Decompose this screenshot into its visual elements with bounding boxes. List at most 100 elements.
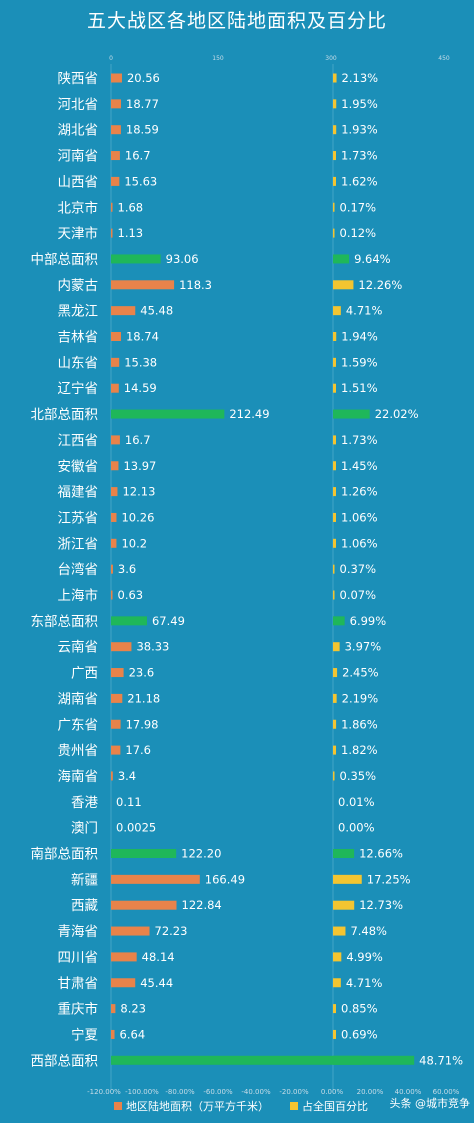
category-label: 甘肃省 <box>58 976 99 992</box>
pct-bar <box>333 926 346 936</box>
area-bar <box>111 73 122 83</box>
chart-row: 上海市 0.63 0.07% <box>58 587 377 604</box>
top-axis-tick: 300 <box>325 55 337 62</box>
pct-bar <box>333 1004 336 1014</box>
pct-value-label: 0.12% <box>340 226 377 240</box>
area-bar <box>111 512 117 522</box>
pct-value-label: 1.59% <box>341 355 378 369</box>
pct-bar <box>333 538 336 548</box>
top-axis-tick: 150 <box>212 55 224 62</box>
chart-row: 新疆 166.49 17.25% <box>71 872 411 888</box>
legend-swatch-pct <box>290 1102 298 1110</box>
category-label: 云南省 <box>58 640 99 656</box>
chart-row: 江苏省 10.26 1.06% <box>58 510 378 526</box>
chart-row: 甘肃省 45.44 4.71% <box>58 976 383 992</box>
area-bar <box>111 357 120 367</box>
area-bar <box>111 176 120 186</box>
pct-bar <box>333 745 337 755</box>
category-label: 内蒙古 <box>58 278 99 294</box>
chart-row: 中部总面积 93.06 9.64% <box>31 252 391 268</box>
area-value-label: 1.13 <box>118 226 144 240</box>
area-value-label: 0.11 <box>116 795 142 809</box>
area-value-label: 38.33 <box>136 640 169 654</box>
pct-bar <box>333 849 355 858</box>
pct-bar <box>333 616 345 626</box>
category-label: 北京市 <box>58 199 99 216</box>
category-label: 黑龙江 <box>58 304 99 320</box>
area-value-label: 12.13 <box>122 485 155 499</box>
area-bar <box>111 1055 362 1065</box>
pct-value-label: 6.99% <box>350 614 387 628</box>
legend: 地区陆地面积（万平方千米） 占全国百分比 <box>114 1099 368 1113</box>
area-value-label: 212.49 <box>229 407 269 421</box>
area-value-label: 21.18 <box>127 691 160 705</box>
category-label: 西藏 <box>71 898 98 914</box>
chart-row: 安徽省 13.97 1.45% <box>58 459 378 475</box>
pct-value-label: 2.13% <box>342 71 379 85</box>
category-label: 广东省 <box>58 717 99 733</box>
category-label: 上海市 <box>58 587 99 604</box>
area-value-label: 18.74 <box>126 330 159 344</box>
pct-bar <box>333 409 370 419</box>
pct-value-label: 1.95% <box>341 97 378 111</box>
category-label: 山东省 <box>58 355 99 371</box>
area-bar <box>111 202 113 212</box>
chart-row: 浙江省 10.2 1.06% <box>58 536 378 552</box>
area-bar <box>111 538 117 548</box>
pct-value-label: 1.26% <box>341 485 378 499</box>
pct-value-label: 0.35% <box>340 769 377 783</box>
chart-row: 西部总面积470.0148.71% <box>31 1053 464 1069</box>
area-value-label: 16.7 <box>125 149 151 163</box>
area-bar <box>111 487 118 497</box>
pct-bar <box>333 900 355 910</box>
category-label: 香港 <box>71 795 98 811</box>
legend-label-pct: 占全国百分比 <box>302 1099 368 1113</box>
chart-row: 福建省 12.13 1.26% <box>58 485 378 501</box>
pct-value-label: 48.71% <box>419 1053 463 1067</box>
area-bar <box>111 306 136 316</box>
category-label: 新疆 <box>71 872 98 888</box>
pct-value-label: 1.73% <box>341 433 378 447</box>
category-label: 山西省 <box>58 174 99 190</box>
pct-bar <box>333 151 336 161</box>
area-value-label: 67.49 <box>152 614 185 628</box>
pct-bar <box>333 73 337 83</box>
pct-bar <box>333 435 336 445</box>
pct-bar <box>333 383 336 393</box>
chart-rows: 陕西省 20.56 2.13% 河北省 18.77 1.95% 湖北省 18.59 1.93% 河… <box>31 71 464 1069</box>
pct-value-label: 17.25% <box>367 872 411 886</box>
area-bar <box>111 642 132 652</box>
category-label: 吉林省 <box>58 330 99 346</box>
area-bar <box>111 99 122 109</box>
chart-row: 山西省 15.63 1.62% <box>58 174 378 190</box>
pct-value-label: 1.73% <box>341 149 378 163</box>
category-label: 广西 <box>71 666 98 682</box>
category-label: 海南省 <box>58 769 99 785</box>
pct-bar <box>333 952 342 962</box>
area-value-label: 14.59 <box>124 381 157 395</box>
pct-bar <box>333 874 362 884</box>
bottom-axis-tick: -100.00% <box>125 1088 159 1096</box>
bottom-axis-tick: -20.00% <box>279 1088 309 1096</box>
pct-value-label: 4.71% <box>346 976 383 990</box>
chart-row: 东部总面积 67.49 6.99% <box>31 614 387 630</box>
pct-bar <box>333 357 336 367</box>
pct-value-label: 12.66% <box>359 847 403 861</box>
chart-row: 澳门 0.0025 0.00% <box>71 821 375 837</box>
pct-value-label: 0.17% <box>340 200 377 214</box>
legend-swatch-area <box>114 1102 122 1110</box>
chart-row: 陕西省 20.56 2.13% <box>58 71 379 87</box>
pct-value-label: 4.71% <box>346 304 383 318</box>
pct-bar <box>333 978 341 988</box>
pct-value-label: 22.02% <box>375 407 419 421</box>
area-value-label: 18.77 <box>126 97 159 111</box>
pct-value-label: 0.69% <box>341 1027 378 1041</box>
area-bar <box>111 616 147 626</box>
category-label: 南部总面积 <box>31 847 99 863</box>
category-label: 江西省 <box>58 433 99 449</box>
category-label: 江苏省 <box>58 510 99 526</box>
pct-value-label: 1.93% <box>341 123 378 137</box>
chart-row: 北部总面积 212.49 22.02% <box>31 407 419 423</box>
bottom-axis-tick: 20.00% <box>357 1088 384 1096</box>
chart-row: 广东省 17.98 1.86% <box>58 717 378 733</box>
